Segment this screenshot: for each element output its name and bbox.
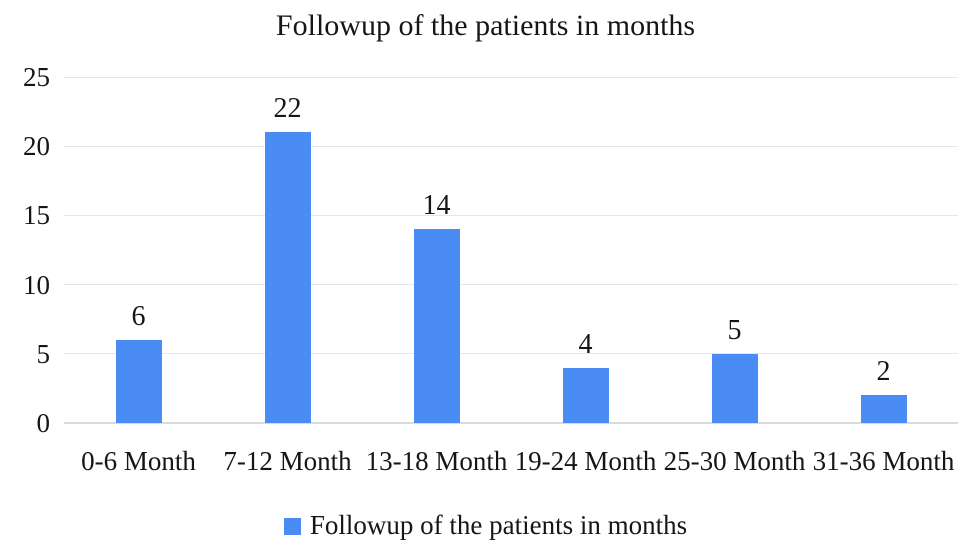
gridline: [64, 76, 958, 78]
x-axis-category-label: 13-18 Month: [365, 446, 508, 476]
x-axis-category-label: 25-30 Month: [663, 446, 806, 476]
y-axis-tick-label: 15: [23, 200, 50, 231]
gridline: [64, 214, 958, 216]
bar: [115, 339, 162, 423]
y-axis-tick-label: 0: [36, 408, 51, 438]
legend: Followup of the patients in months: [0, 508, 971, 542]
legend-label: Followup of the patients in months: [309, 510, 688, 540]
gridline: [64, 284, 958, 286]
gridline: [64, 145, 958, 147]
bar: [562, 367, 609, 423]
gridline: [64, 353, 958, 355]
bar: [413, 229, 460, 423]
x-axis-category-label: 0-6 Month: [81, 446, 196, 476]
bar-value-label: 22: [273, 93, 302, 125]
y-axis-tick-label: 20: [23, 131, 50, 162]
bar-value-label: 2: [876, 356, 891, 388]
x-axis-category-label: 31-36 Month: [812, 446, 955, 476]
chart-title: Followup of the patients in months: [275, 9, 696, 42]
gridline: [64, 422, 958, 424]
bar: [264, 132, 311, 423]
y-axis-tick-label: 5: [36, 338, 51, 369]
x-axis-category-label: 7-12 Month: [223, 446, 352, 476]
bar-value-label: 6: [131, 300, 146, 332]
bar-value-label: 14: [422, 190, 451, 222]
bar-value-label: 5: [727, 314, 742, 346]
bar-value-label: 4: [578, 328, 593, 360]
bar: [860, 395, 907, 423]
y-axis-tick-label: 10: [23, 269, 50, 300]
legend-swatch-icon: [283, 517, 301, 535]
bar: [711, 353, 758, 423]
x-axis-category-label: 19-24 Month: [514, 446, 657, 476]
y-axis-tick-label: 25: [23, 62, 50, 92]
